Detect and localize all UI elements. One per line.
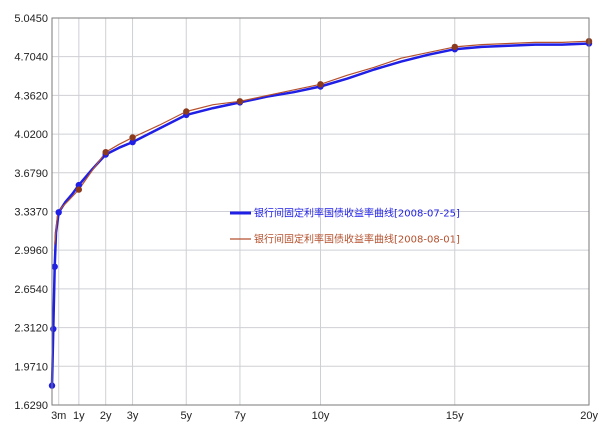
series-1-point <box>50 325 57 333</box>
plot-frame <box>51 17 590 406</box>
y-tick-label: 3.6790 <box>14 168 48 180</box>
series-2-point <box>129 134 136 141</box>
x-tick-label: 3m <box>51 410 66 422</box>
series-2-point <box>102 149 109 156</box>
y-tick-label: 4.3620 <box>14 90 48 102</box>
x-tick-label: 2y <box>100 410 112 422</box>
x-tick-label: 3y <box>127 410 139 422</box>
y-tick-label: 3.3370 <box>14 207 48 219</box>
y-tick-label: 1.9710 <box>14 361 48 373</box>
x-tick-label: 15y <box>446 410 464 422</box>
series-1-point <box>75 181 83 189</box>
series-2-point <box>75 186 83 193</box>
series-2-point <box>451 43 458 51</box>
x-tick-label: 20y <box>580 410 598 422</box>
series-2-point <box>183 108 190 115</box>
x-tick-label: 7y <box>234 410 246 422</box>
series-1-point <box>55 209 62 216</box>
series-2-point <box>317 81 324 88</box>
y-tick-label: 2.6540 <box>14 284 48 296</box>
legend-label-series-1: 银行间固定利率国债收益率曲线[2008-07-25] <box>254 207 460 220</box>
legend-label-series-2: 银行间固定利率国债收益率曲线[2008-08-01] <box>254 233 460 246</box>
y-tick-label: 1.6290 <box>14 400 48 412</box>
x-tick-label: 1y <box>73 410 85 422</box>
y-tick-label: 5.0450 <box>14 13 48 25</box>
x-tick-label: 5y <box>180 410 192 422</box>
y-tick-label: 2.9960 <box>14 245 48 257</box>
y-tick-label: 4.7040 <box>14 52 48 64</box>
y-axis-ticks: 5.0450 4.7040 4.3620 4.0200 3.6790 3.3370 2.99… <box>14 13 48 412</box>
y-tick-label: 2.3120 <box>14 323 48 335</box>
y-tick-label: 4.0200 <box>14 129 48 141</box>
series-2-point <box>236 98 244 105</box>
x-axis-ticks: 3m 1y 2y 3y 5y 7y 10y 15y 20y <box>51 410 598 422</box>
x-tick-label: 10y <box>312 410 330 422</box>
series-1-point <box>129 138 136 146</box>
legend: 银行间固定利率国债收益率曲线[2008-07-25] 银行间固定利率国债收益率曲… <box>230 207 460 246</box>
series-1-point <box>51 263 58 270</box>
series-markers <box>48 38 593 389</box>
